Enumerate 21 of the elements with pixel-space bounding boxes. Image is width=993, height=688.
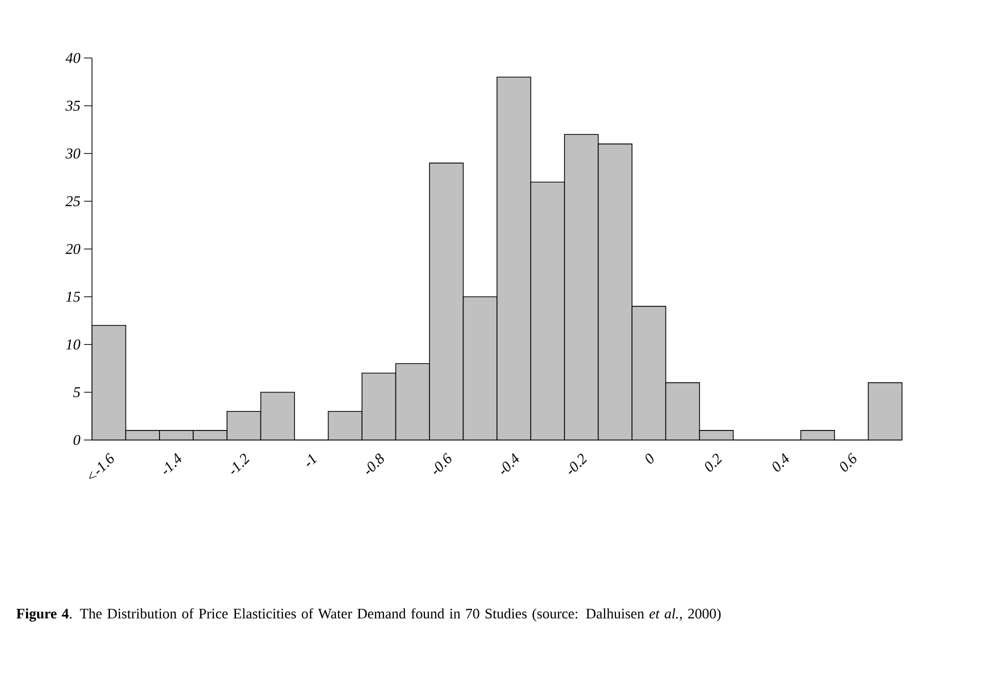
y-tick-label: 15 [66, 292, 80, 302]
x-tick-label: -1.2 [231, 454, 250, 474]
x-tick-label: 0.4 [772, 453, 789, 472]
y-tick-label: 10 [66, 339, 80, 350]
x-tick-label: 0.2 [705, 454, 722, 472]
x-tick-label: -0.6 [434, 452, 452, 474]
x-tick-label: -0.8 [366, 453, 384, 474]
x-tick-label: -0.4 [501, 453, 519, 474]
x-tick-label: -1 [306, 454, 317, 466]
y-tick-label: 0 [74, 434, 80, 446]
y-tick-label: 5 [73, 387, 80, 398]
text: Figure 4. The Distribution of Price Elasticities of Water Demand found in 70 Studies (source: Dalhuisen et al., 2000) [16, 608, 721, 622]
x-tick-label: 0 [646, 454, 654, 464]
y-tick-label: 40 [66, 52, 80, 64]
y-tick-label: 30 [66, 148, 80, 159]
y-tick-label: 35 [66, 100, 80, 111]
x-tick-label: -1.4 [164, 453, 182, 474]
y-tick-label: 25 [66, 196, 80, 206]
x-tick-label: 0.6 [840, 452, 856, 472]
y-tick-label: 20 [66, 244, 80, 254]
x-tick-label: -0.2 [568, 454, 587, 474]
